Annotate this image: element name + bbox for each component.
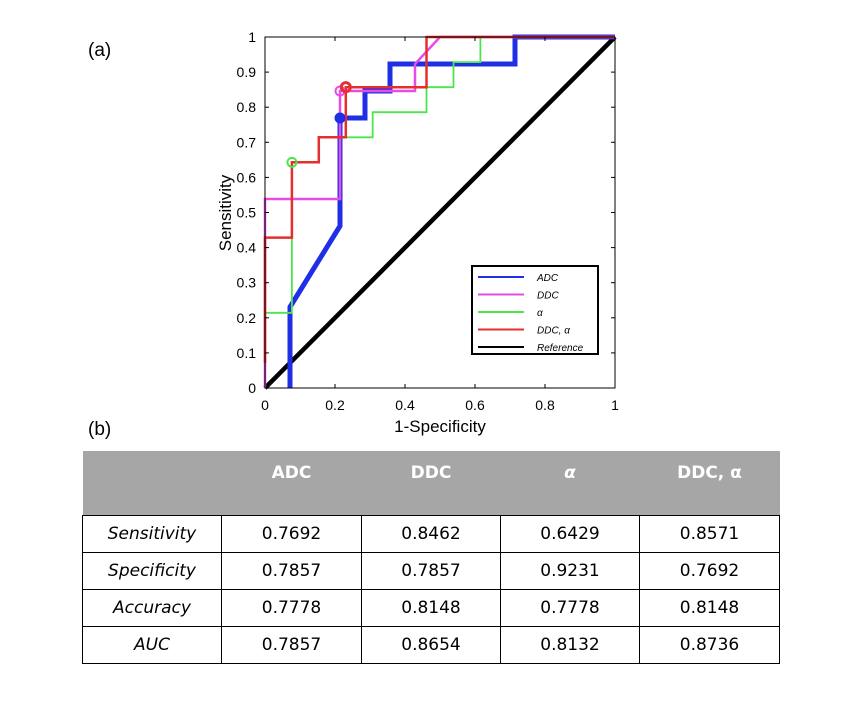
panel-a-label: (a) [88,40,112,61]
table-cell: 0.6429 [500,514,640,553]
y-tick-label: 0.8 [237,99,257,115]
table-row: Specificity 0.7857 0.7857 0.9231 0.7692 [82,551,780,590]
legend-label-alpha: α [537,308,543,319]
table-cell: 0.8736 [639,625,780,664]
table-cell: 0.7857 [221,625,362,664]
series-line-alpha [264,36,615,388]
x-tick-label: 0.4 [395,397,415,413]
x-tick-label: 0.2 [325,397,345,413]
y-tick-label: 0.1 [237,345,257,361]
table-cell: 0.8132 [500,625,640,664]
y-tick-label: 0.2 [237,310,257,326]
table-cell: 0.7692 [221,514,362,553]
table-header-ddc-alpha: DDC, α [639,451,780,515]
y-tick-label: 0 [248,380,256,396]
table-cell: 0.8654 [361,625,501,664]
y-tick-label: 0.5 [237,205,257,221]
table-cell: 0.8462 [361,514,501,553]
operating-point-ddc-alpha [339,81,352,94]
y-tick-label: 0.9 [237,64,257,80]
x-tick-label: 1 [611,397,619,413]
table-row: AUC 0.7857 0.8654 0.8132 0.8736 [82,625,780,664]
x-tick-label: 0.6 [465,397,485,413]
series-line-ddc-alpha [263,35,615,363]
table-header-ddc: DDC [361,451,501,515]
y-tick-label: 0.6 [237,169,257,185]
y-axis-label: Sensitivity [216,174,235,251]
x-tick-label: 0 [261,397,269,413]
table-cell: 0.7692 [639,551,780,590]
y-tick-label: 1 [248,29,256,45]
table-header-corner [82,451,222,515]
y-tick-label: 0.4 [237,240,257,256]
series-line-ddc [263,35,615,388]
x-tick-label: 0.8 [535,397,555,413]
row-label-accuracy: Accuracy [82,588,222,627]
row-label-specificity: Specificity [82,551,222,590]
legend-label-ddc-alpha: DDC, α [537,326,570,337]
table-cell: 0.8571 [639,514,780,553]
table-header-row: ADC DDC α DDC, α [82,451,780,515]
legend-label-ddc: DDC [537,291,559,302]
table-cell: 0.8148 [361,588,501,627]
table-row: Sensitivity 0.7692 0.8462 0.6429 0.8571 [82,514,780,553]
legend-box [471,265,599,355]
legend: ADC DDC α DDC, α Reference [471,265,599,355]
table-header-alpha: α [500,451,640,515]
row-label-auc: AUC [82,625,222,664]
table-cell: 0.7778 [500,588,640,627]
operating-point-adc [334,112,346,124]
legend-label-adc: ADC [536,273,559,284]
table-cell: 0.8148 [639,588,780,627]
y-tick-label: 0.7 [237,134,257,150]
x-axis-label: 1-Specificity [394,417,486,436]
operating-point-alpha [286,156,298,168]
roc-chart: 0 0.2 0.4 0.6 0.8 1 0 0.1 0.2 0.3 0.4 0.5 0.6 0.7 0.8 0… [216,29,619,436]
table-cell: 0.7857 [361,551,501,590]
series-line-reference [263,35,617,390]
metrics-table: ADC DDC α DDC, α Sensitivity 0.7692 0.84… [82,451,780,664]
panel-b-label: (b) [88,419,112,440]
table-header-adc: ADC [221,451,362,515]
table-row: Accuracy 0.7778 0.8148 0.7778 0.8148 [82,588,780,627]
y-tick-label: 0.3 [237,275,257,291]
legend-label-reference: Reference [537,343,584,354]
row-label-sensitivity: Sensitivity [82,514,222,553]
table-cell: 0.7857 [221,551,362,590]
table-cell: 0.7778 [221,588,362,627]
table-cell: 0.9231 [500,551,640,590]
